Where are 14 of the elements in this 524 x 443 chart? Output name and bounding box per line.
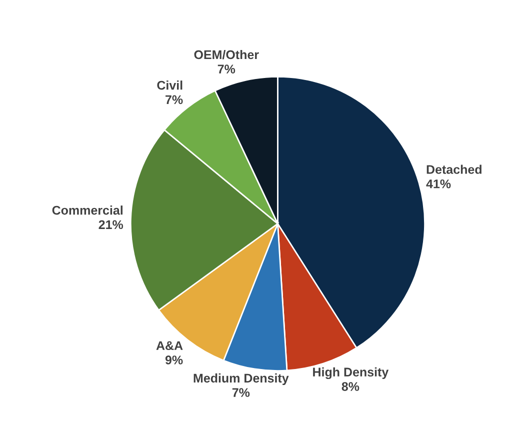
data-label: 7% [218, 64, 236, 74]
data-label: 7% [232, 388, 250, 397]
data-label: 8% [342, 382, 360, 391]
slice-label: High Density [313, 367, 389, 380]
data-label: 7% [166, 95, 183, 104]
data-label: 21% [98, 220, 124, 230]
slice-label: Civil [157, 80, 182, 90]
slice-label: A&A [156, 341, 183, 350]
data-label: 41% [426, 179, 451, 188]
slice-label: Detached [426, 164, 482, 174]
slice-label: OEM/Other [194, 50, 259, 60]
slice-label: Medium Density [194, 373, 289, 386]
slice-label: Commercial [52, 206, 122, 215]
data-label: 9% [165, 356, 183, 364]
